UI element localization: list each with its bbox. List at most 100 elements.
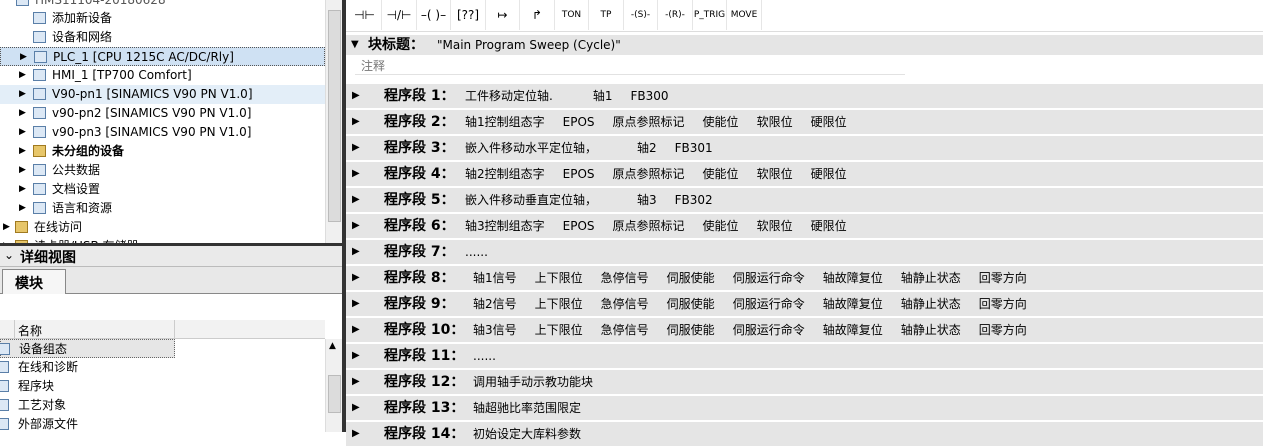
expander[interactable]: ▶	[352, 428, 360, 439]
detail-item[interactable]: 工艺对象	[0, 396, 66, 415]
column-header[interactable]: 名称	[0, 320, 325, 339]
network-row[interactable]: ▶ 程序段 13： 轴超驰比率范围限定	[346, 396, 1263, 420]
expander[interactable]: ▶	[19, 165, 26, 175]
toolbar-button[interactable]: [??]	[452, 0, 486, 30]
network-row[interactable]: ▶ 程序段 6： 轴3控制组态字 EPOS 原点参照标记 使能位 软限位 硬限位	[346, 214, 1263, 238]
expander[interactable]: ▶	[19, 70, 26, 80]
toolbar-button[interactable]: -(S)-	[624, 0, 658, 30]
network-row[interactable]: ▶ 程序段 9： 轴2信号 上下限位 急停信号 伺服使能 伺服运行命令 轴故障复位 轴静止状态 回…	[346, 292, 1263, 316]
network-row[interactable]: ▶ 程序段 3： 嵌入件移动水平定位轴， 轴2 FB301	[346, 136, 1263, 160]
toolbar-button[interactable]: ⊣⊢	[348, 0, 382, 30]
network-row[interactable]: ▶ 程序段 7：......	[346, 240, 1263, 264]
expander[interactable]: ▶	[20, 52, 27, 62]
toolbar-button[interactable]: ↱	[521, 0, 555, 30]
icon	[0, 399, 9, 411]
comment-part: ......	[465, 245, 488, 259]
network-row[interactable]: ▶ 程序段 2： 轴1控制组态字 EPOS 原点参照标记 使能位 软限位 硬限位	[346, 110, 1263, 134]
comment-part: 嵌入件移动水平定位轴，	[465, 141, 598, 155]
network-row[interactable]: ▶ 程序段 11：......	[346, 344, 1263, 368]
comment-part: FB301	[674, 141, 713, 155]
expander[interactable]: ▶	[352, 246, 360, 257]
toolbar-button[interactable]: –( )–	[417, 0, 451, 30]
tree-item[interactable]: ▶ V90-pn1 [SINAMICS V90 PN V1.0]	[0, 85, 325, 104]
tree-item[interactable]: ▶ 语言和资源	[0, 199, 325, 218]
expander[interactable]: ▶	[352, 168, 360, 179]
comment-part: 嵌入件移动垂直定位轴，	[465, 193, 598, 207]
expander[interactable]: ▶	[19, 127, 26, 137]
expander[interactable]: ▶	[352, 220, 360, 231]
expander[interactable]: ▶	[352, 376, 360, 387]
expander[interactable]: ▶	[352, 90, 360, 101]
detail-item[interactable]: 外部源文件	[0, 415, 78, 434]
network-comment: ......	[465, 240, 488, 264]
toolbar-button[interactable]: ↦	[486, 0, 520, 30]
tree-item[interactable]: ▶ 未分组的设备	[0, 142, 325, 161]
icon	[0, 418, 9, 430]
tree-item[interactable]: HMS11104-20180628	[0, 0, 166, 10]
tab[interactable]: 模块	[2, 269, 66, 294]
tree-item[interactable]: ▶ PLC_1 [CPU 1215C AC/DC/Rly]	[0, 47, 325, 66]
tree-label: 添加新设备	[52, 11, 113, 25]
tree-label: HMI_1 [TP700 Comfort]	[52, 68, 192, 82]
block-comment-box[interactable]: 注释	[355, 56, 905, 75]
detail-header[interactable]: ⌄ 详细视图	[0, 246, 343, 267]
expander[interactable]: ▶	[19, 146, 26, 156]
tree-item[interactable]: 添加新设备	[0, 9, 325, 28]
icon	[0, 343, 10, 355]
network-row[interactable]: ▶ 程序段 5： 嵌入件移动垂直定位轴， 轴3 FB302	[346, 188, 1263, 212]
toolbar-button[interactable]: ⊣/⊢	[383, 0, 417, 30]
tree-label: HMS11104-20180628	[35, 0, 166, 7]
toolbar-button[interactable]: TON	[555, 0, 589, 30]
toolbar-button[interactable]: TP	[590, 0, 624, 30]
toolbar-button[interactable]: P_TRIG	[693, 0, 727, 30]
network-row[interactable]: ▶ 程序段 1： 工件移动定位轴. 轴1 FB300	[346, 84, 1263, 108]
expander[interactable]: ▶	[352, 402, 360, 413]
tree-scrollbar[interactable]	[325, 0, 343, 243]
comment-part: 轴1	[592, 89, 613, 103]
tree-item[interactable]: 设备和网络	[0, 28, 325, 47]
expander[interactable]: ▶	[352, 324, 360, 335]
comment-part: 硬限位	[810, 115, 847, 129]
expander[interactable]: ▶	[352, 298, 360, 309]
expander[interactable]: ▶	[19, 108, 26, 118]
expander[interactable]: ▶	[3, 222, 10, 232]
detail-item[interactable]: 设备组态	[0, 339, 175, 358]
network-row[interactable]: ▶ 程序段 14： 初始设定大库料参数	[346, 422, 1263, 446]
comment-part: 轴3控制组态字	[465, 219, 545, 233]
tree-item[interactable]: ▶ 文档设置	[0, 180, 325, 199]
expander[interactable]: ▶	[352, 194, 360, 205]
network-row[interactable]: ▶ 程序段 12： 调用轴手动示教功能块	[346, 370, 1263, 394]
expander[interactable]: ▶	[352, 116, 360, 127]
network-label: 程序段 3：	[384, 140, 455, 156]
comment-part: EPOS	[562, 115, 595, 129]
network-row[interactable]: ▶ 程序段 10： 轴3信号 上下限位 急停信号 伺服使能 伺服运行命令 轴故障复位 轴静止状态…	[346, 318, 1263, 342]
detail-scrollbar[interactable]: ▲	[325, 339, 343, 432]
project-tree: HMS11104-20180628 添加新设备设备和网络 ▶ PLC_1 [CPU 1…	[0, 0, 343, 253]
comment-part: EPOS	[562, 219, 595, 233]
block-title-row: ▼ 块标题： "Main Program Sweep (Cycle)"	[346, 35, 1263, 55]
column-label: 名称	[18, 324, 43, 338]
icon	[33, 202, 46, 214]
toolbar-button[interactable]: MOVE	[728, 0, 762, 30]
expander[interactable]: ▶	[19, 203, 26, 213]
comment-part: 急停信号	[600, 323, 649, 337]
expander[interactable]: ▶	[19, 89, 26, 99]
network-row[interactable]: ▶ 程序段 8： 轴1信号 上下限位 急停信号 伺服使能 伺服运行命令 轴故障复位 轴静止状态 回…	[346, 266, 1263, 290]
expander[interactable]: ▶	[352, 142, 360, 153]
network-comment: 轴3信号 上下限位 急停信号 伺服使能 伺服运行命令 轴故障复位 轴静止状态 回零方向	[473, 318, 1027, 342]
detail-item[interactable]: 在线和诊断	[0, 358, 78, 377]
detail-list: 设备组态 在线和诊断 程序块 工艺对象 外部源文件	[0, 339, 325, 432]
detail-item[interactable]: 程序块	[0, 377, 54, 396]
tree-item[interactable]: ▶ HMI_1 [TP700 Comfort]	[0, 66, 325, 85]
network-row[interactable]: ▶ 程序段 4： 轴2控制组态字 EPOS 原点参照标记 使能位 软限位 硬限位	[346, 162, 1263, 186]
tree-item[interactable]: ▶ 公共数据	[0, 161, 325, 180]
expander[interactable]: ▶	[352, 350, 360, 361]
expander[interactable]: ▶	[352, 272, 360, 283]
tree-item[interactable]: ▶ v90-pn2 [SINAMICS V90 PN V1.0]	[0, 104, 325, 123]
expander[interactable]: ▶	[19, 184, 26, 194]
toolbar-button[interactable]: -(R)-	[659, 0, 693, 30]
tree-item[interactable]: ▶ v90-pn3 [SINAMICS V90 PN V1.0]	[0, 123, 325, 142]
toolbar-label: -(R)-	[665, 10, 685, 20]
tree-item[interactable]: ▶ 在线访问	[0, 218, 82, 237]
comment-part: 轴故障复位	[822, 323, 883, 337]
